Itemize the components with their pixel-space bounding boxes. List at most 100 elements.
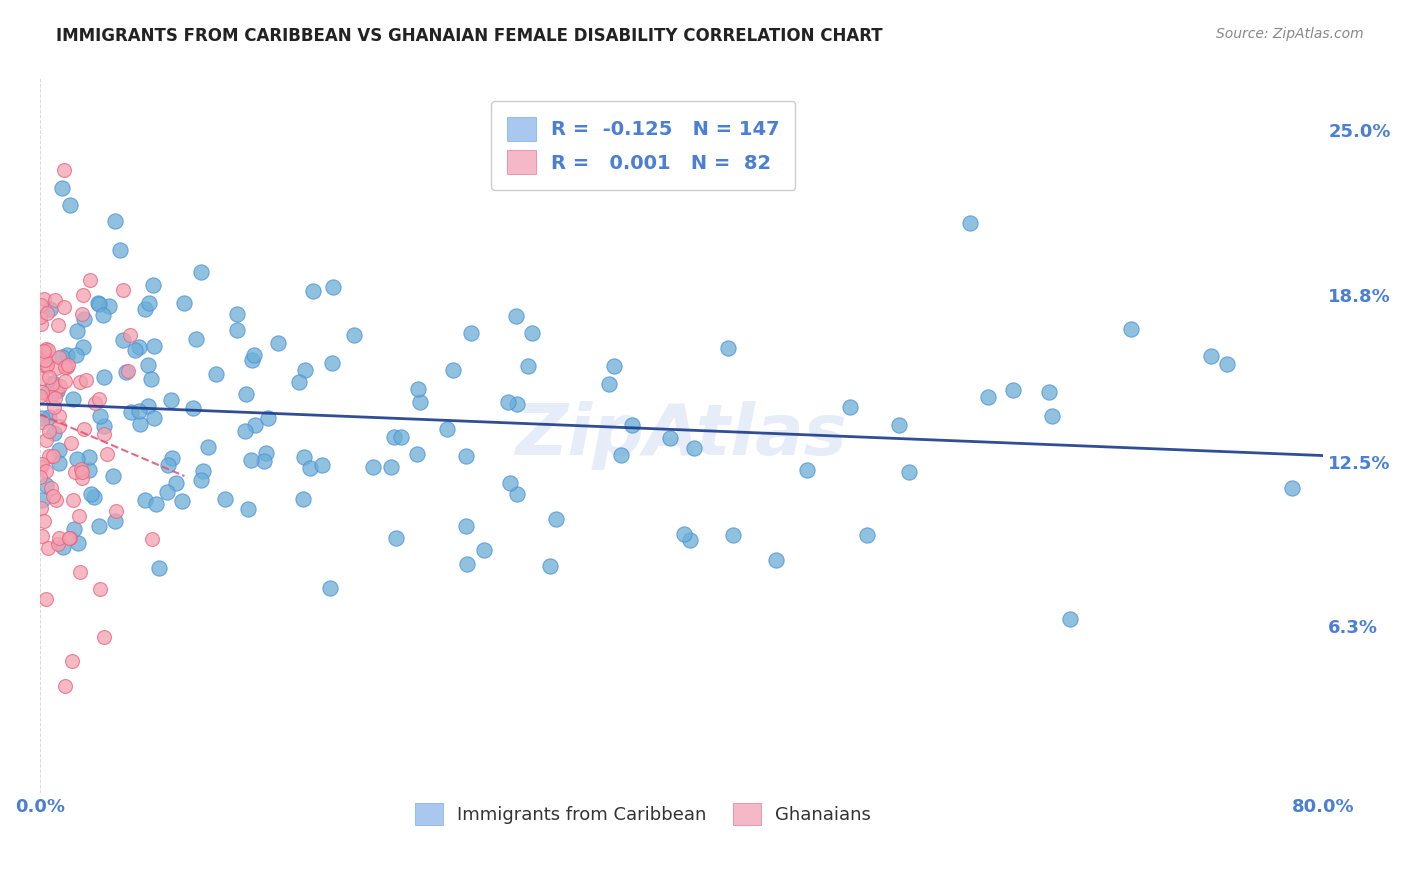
Point bbox=[679, 533, 702, 547]
Point bbox=[55, 348, 77, 362]
Point bbox=[96, 447, 118, 461]
Point bbox=[46, 537, 69, 551]
Point bbox=[682, 442, 704, 456]
Point bbox=[257, 411, 280, 425]
Point bbox=[544, 511, 567, 525]
Point bbox=[120, 405, 142, 419]
Point bbox=[31, 415, 53, 429]
Point bbox=[765, 553, 787, 567]
Point bbox=[42, 401, 65, 415]
Point bbox=[30, 500, 52, 515]
Point bbox=[139, 372, 162, 386]
Point bbox=[136, 399, 159, 413]
Point bbox=[138, 296, 160, 310]
Point bbox=[60, 654, 83, 668]
Point bbox=[37, 541, 59, 556]
Point bbox=[48, 419, 70, 434]
Point bbox=[160, 450, 183, 465]
Point bbox=[72, 307, 94, 321]
Point bbox=[796, 462, 818, 476]
Point bbox=[41, 391, 63, 405]
Point bbox=[267, 335, 290, 350]
Point bbox=[35, 359, 58, 373]
Point bbox=[38, 424, 60, 438]
Point bbox=[30, 317, 52, 331]
Text: Source: ZipAtlas.com: Source: ZipAtlas.com bbox=[1216, 27, 1364, 41]
Point bbox=[69, 462, 91, 476]
Point bbox=[181, 401, 204, 416]
Point bbox=[37, 386, 59, 401]
Point bbox=[959, 216, 981, 230]
Point bbox=[717, 342, 740, 356]
Point bbox=[93, 630, 115, 644]
Point bbox=[48, 443, 70, 458]
Text: IMMIGRANTS FROM CARIBBEAN VS GHANAIAN FEMALE DISABILITY CORRELATION CHART: IMMIGRANTS FROM CARIBBEAN VS GHANAIAN FE… bbox=[56, 27, 883, 45]
Point bbox=[80, 487, 103, 501]
Point bbox=[104, 514, 127, 528]
Point bbox=[240, 352, 263, 367]
Point bbox=[454, 449, 477, 463]
Point bbox=[58, 531, 80, 545]
Point bbox=[62, 492, 84, 507]
Point bbox=[240, 453, 263, 467]
Point bbox=[112, 284, 135, 298]
Point bbox=[97, 298, 120, 312]
Point bbox=[66, 324, 89, 338]
Point bbox=[311, 458, 333, 472]
Point bbox=[93, 427, 115, 442]
Point bbox=[496, 395, 519, 409]
Point bbox=[44, 293, 66, 308]
Point bbox=[39, 301, 62, 316]
Point bbox=[65, 465, 87, 479]
Point bbox=[855, 528, 877, 542]
Point bbox=[506, 396, 529, 410]
Point bbox=[56, 360, 79, 375]
Point bbox=[235, 387, 257, 401]
Point bbox=[517, 359, 540, 373]
Point bbox=[1119, 322, 1142, 336]
Point bbox=[148, 560, 170, 574]
Point bbox=[380, 460, 402, 475]
Point bbox=[31, 529, 53, 543]
Point bbox=[238, 502, 260, 516]
Point bbox=[343, 327, 366, 342]
Point bbox=[67, 509, 90, 524]
Point bbox=[321, 356, 343, 370]
Point bbox=[30, 470, 52, 484]
Point bbox=[1038, 385, 1060, 400]
Point bbox=[59, 532, 82, 546]
Point bbox=[52, 541, 75, 555]
Point bbox=[292, 450, 315, 464]
Point bbox=[62, 392, 84, 406]
Point bbox=[159, 392, 181, 407]
Point bbox=[42, 376, 65, 391]
Point bbox=[31, 457, 53, 471]
Point bbox=[45, 360, 67, 375]
Point bbox=[115, 365, 138, 379]
Point bbox=[72, 288, 94, 302]
Point bbox=[62, 522, 84, 536]
Point bbox=[87, 296, 110, 310]
Point bbox=[673, 527, 696, 541]
Point bbox=[73, 311, 96, 326]
Point bbox=[51, 350, 73, 364]
Point bbox=[382, 430, 405, 444]
Point bbox=[66, 536, 89, 550]
Point bbox=[41, 376, 63, 391]
Point bbox=[37, 359, 59, 373]
Point bbox=[30, 389, 52, 403]
Point bbox=[254, 446, 277, 460]
Point bbox=[83, 490, 105, 504]
Point bbox=[46, 384, 69, 398]
Point bbox=[69, 376, 91, 390]
Point bbox=[193, 464, 215, 478]
Point bbox=[69, 565, 91, 579]
Point bbox=[610, 448, 633, 462]
Point bbox=[184, 333, 207, 347]
Point bbox=[45, 492, 67, 507]
Point bbox=[205, 368, 228, 382]
Point bbox=[34, 342, 56, 356]
Point bbox=[35, 592, 58, 607]
Point bbox=[302, 284, 325, 298]
Point bbox=[37, 343, 59, 357]
